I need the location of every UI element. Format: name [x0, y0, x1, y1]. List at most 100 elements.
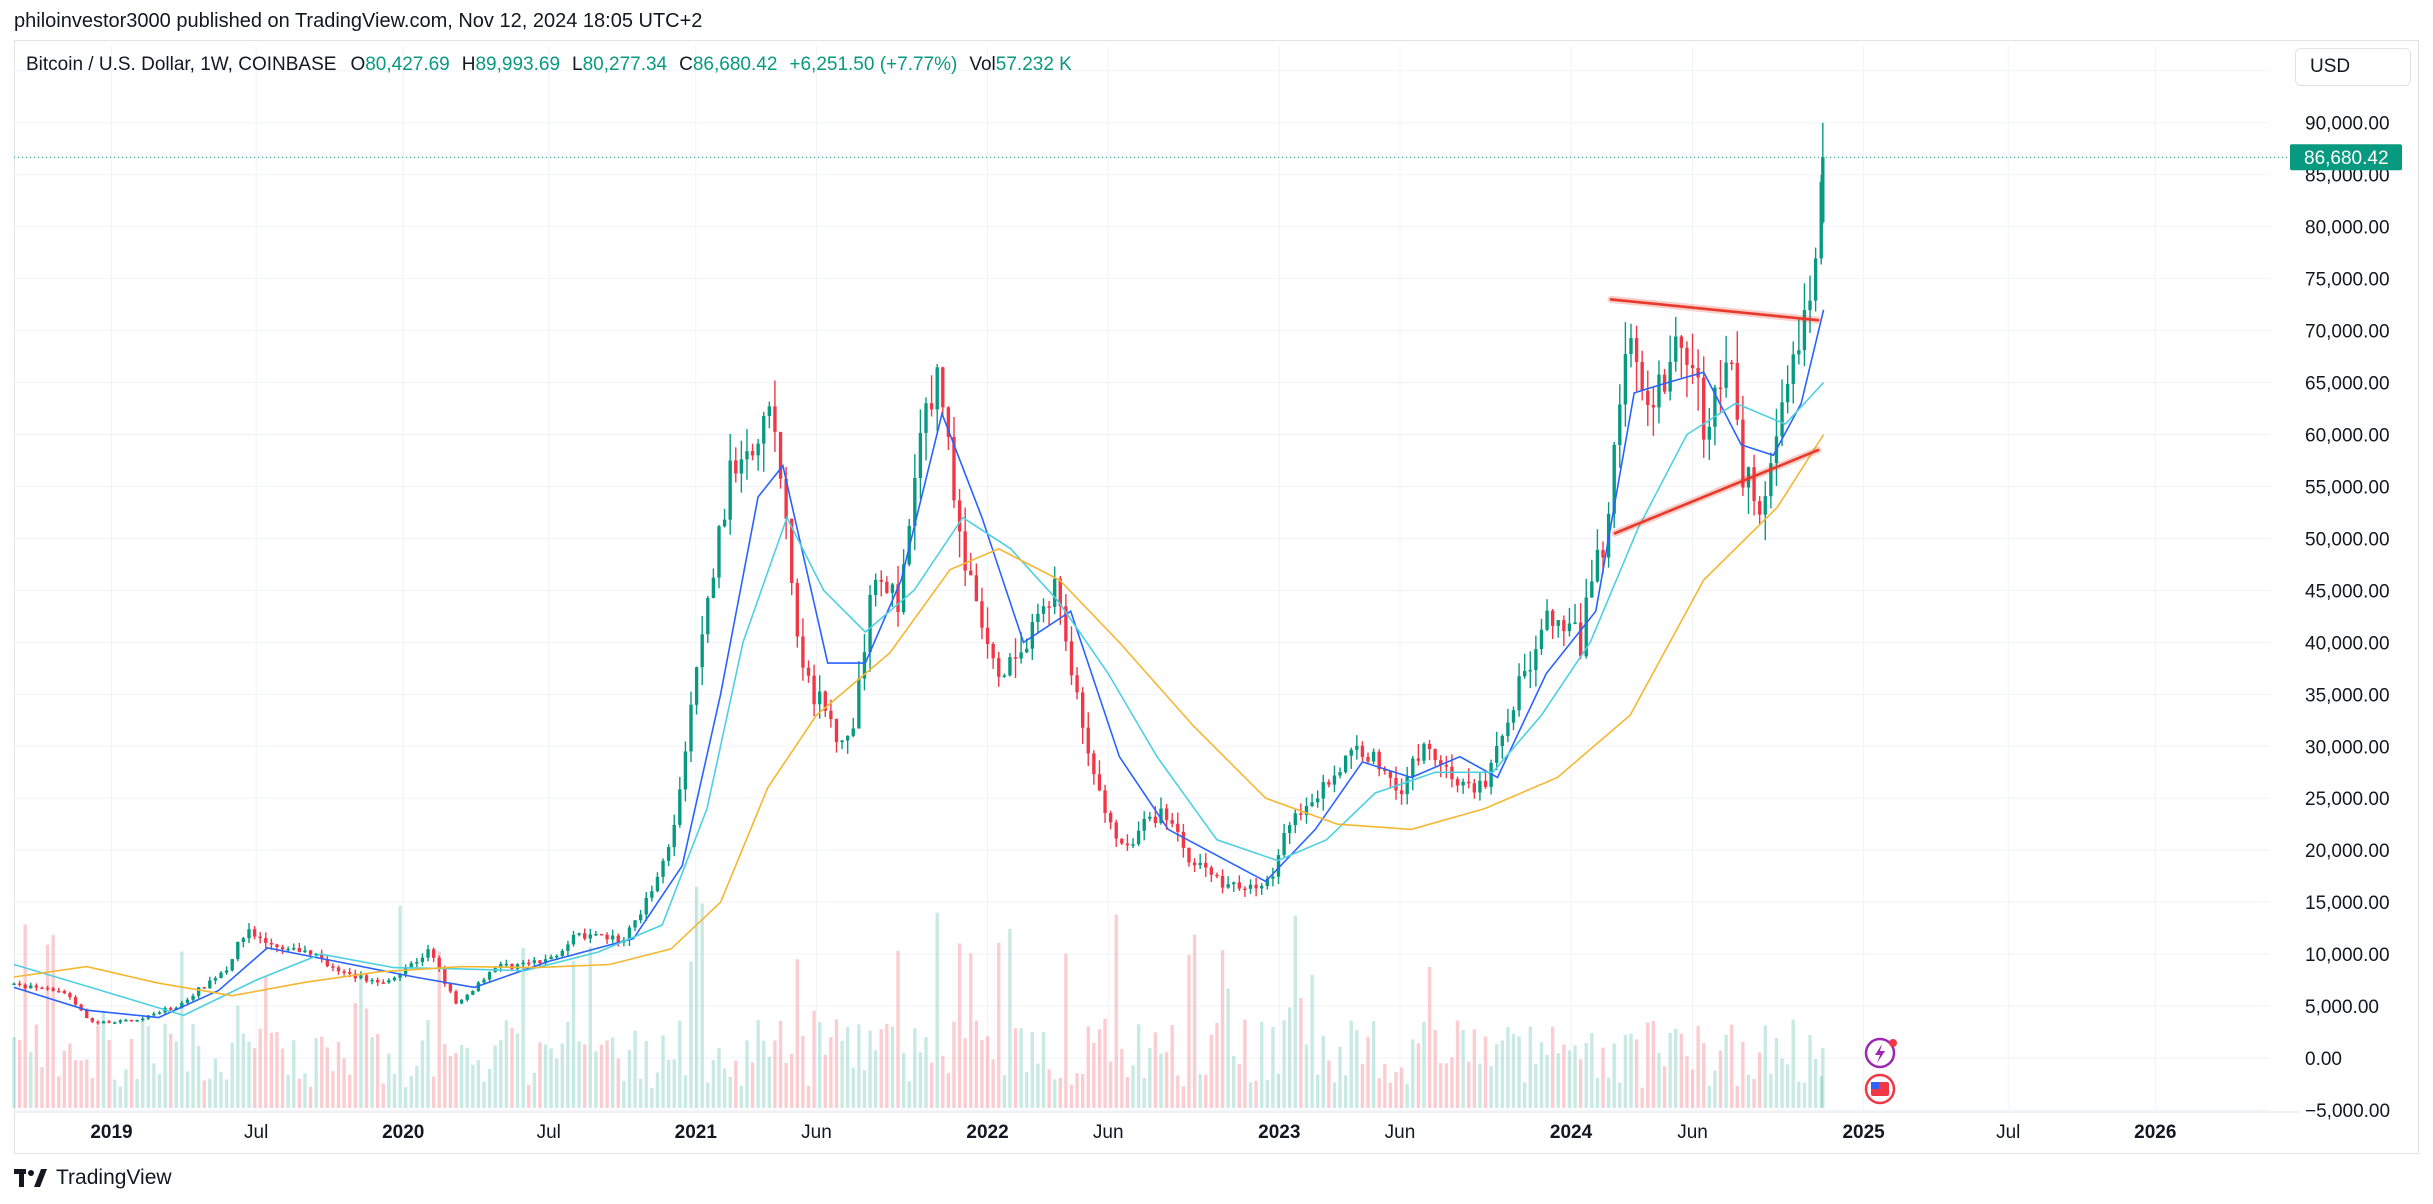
candle-body: [1511, 710, 1516, 723]
volume-bar: [941, 1055, 945, 1108]
currency-button[interactable]: USD: [2295, 48, 2411, 86]
candle-body: [1260, 885, 1264, 889]
candle-body: [1797, 350, 1801, 355]
candle-body: [1355, 745, 1359, 750]
candle-body: [801, 636, 805, 668]
candle-body: [739, 459, 744, 474]
volume-bar: [1657, 1052, 1661, 1108]
candle-body: [885, 581, 889, 593]
candle-body: [85, 1010, 89, 1019]
symbol-title[interactable]: Bitcoin / U.S. Dollar, 1W, COINBASE: [26, 54, 337, 75]
candle-body: [633, 920, 637, 928]
volume-bar: [1041, 1032, 1046, 1108]
candle-body: [873, 579, 878, 595]
volume-bar: [1293, 915, 1297, 1108]
candle-body: [510, 963, 514, 969]
volume-bar: [1304, 1044, 1309, 1108]
candle-body: [342, 971, 346, 973]
candle-body: [79, 1004, 83, 1011]
volume-bar: [331, 1071, 335, 1108]
volume-bar: [515, 1033, 520, 1108]
candle-body: [694, 667, 699, 705]
candle-body: [599, 933, 604, 936]
volume-bar: [1821, 1048, 1825, 1108]
candle-body: [331, 966, 335, 968]
volume-bar: [1612, 1043, 1616, 1108]
volume-bar: [1142, 1077, 1146, 1108]
trendline[interactable]: [1609, 298, 1820, 322]
volume-bar: [129, 1038, 134, 1108]
candle-body: [1702, 377, 1706, 440]
volume-bar: [1125, 1076, 1130, 1108]
y-tick-label: 90,000.00: [2305, 114, 2390, 135]
candle-body: [594, 933, 598, 936]
candle-body: [1629, 338, 1633, 355]
candle-body: [1416, 758, 1421, 761]
volume-bar: [325, 1047, 330, 1108]
candle-body: [734, 460, 738, 474]
candle-body: [935, 367, 939, 410]
candle-body: [1791, 354, 1795, 384]
candle-body: [1103, 790, 1107, 813]
candle-body: [1075, 675, 1079, 693]
volume-bar: [342, 1058, 346, 1108]
volume-bar: [666, 1059, 671, 1108]
candle-body: [756, 443, 760, 456]
candle-body: [297, 947, 302, 953]
candle-body: [96, 1021, 100, 1024]
volume-bar: [610, 1037, 615, 1108]
last-price-badge[interactable]: [2290, 144, 2402, 171]
moving-average-line[interactable]: [13, 309, 1825, 1019]
candle-body: [700, 634, 704, 668]
candle-body: [1741, 419, 1745, 488]
volume-bar: [51, 935, 55, 1108]
candle-body: [1405, 776, 1409, 795]
volume-bar: [1802, 1082, 1807, 1108]
y-tick-label: 15,000.00: [2305, 893, 2390, 914]
candle-body: [202, 987, 206, 989]
candle-body: [957, 500, 962, 532]
candle-body: [1601, 549, 1605, 558]
candle-body: [51, 988, 55, 991]
volume-bar: [969, 953, 973, 1108]
trendline[interactable]: [1613, 448, 1820, 535]
candle-body: [549, 956, 553, 960]
volume-bar: [1192, 934, 1197, 1108]
volume-bar: [885, 1023, 889, 1108]
candle-body: [1439, 760, 1443, 766]
volume-bar: [1422, 1022, 1426, 1108]
candle-body: [666, 847, 671, 861]
moving-average-line[interactable]: [13, 434, 1825, 997]
candle-body: [286, 948, 290, 951]
volume-bar: [499, 1040, 503, 1108]
candle-body: [1595, 549, 1600, 582]
y-tick-label: 10,000.00: [2305, 945, 2390, 966]
candle-body: [644, 897, 648, 915]
tradingview-logo[interactable]: TradingView: [14, 1166, 172, 1190]
candle-body: [269, 942, 274, 945]
candle-body: [1041, 606, 1046, 614]
volume-bar: [924, 1036, 928, 1108]
candle-body: [1002, 675, 1007, 677]
candle-body: [728, 460, 732, 520]
volume-bar: [1366, 1036, 1370, 1108]
last-candle-body[interactable]: [1821, 157, 1825, 223]
volume-bar: [1584, 1042, 1588, 1108]
volume-bar: [672, 1059, 676, 1108]
y-tick-label: 40,000.00: [2305, 633, 2390, 654]
volume-bar: [454, 1053, 458, 1108]
candle-body: [1668, 361, 1672, 392]
volume-bar: [1450, 1057, 1454, 1108]
moving-average-line[interactable]: [13, 381, 1825, 1017]
volume-bar: [1153, 1032, 1158, 1108]
volume-bar: [1819, 1075, 1823, 1108]
volume-bar: [700, 903, 704, 1108]
candle-body: [230, 959, 234, 971]
volume-bar: [1327, 1060, 1331, 1108]
candle-body: [1618, 404, 1622, 446]
volume-bar: [756, 1020, 760, 1108]
candle-body: [465, 994, 469, 1000]
candle-body: [1226, 884, 1230, 888]
candle-body: [1651, 405, 1656, 408]
